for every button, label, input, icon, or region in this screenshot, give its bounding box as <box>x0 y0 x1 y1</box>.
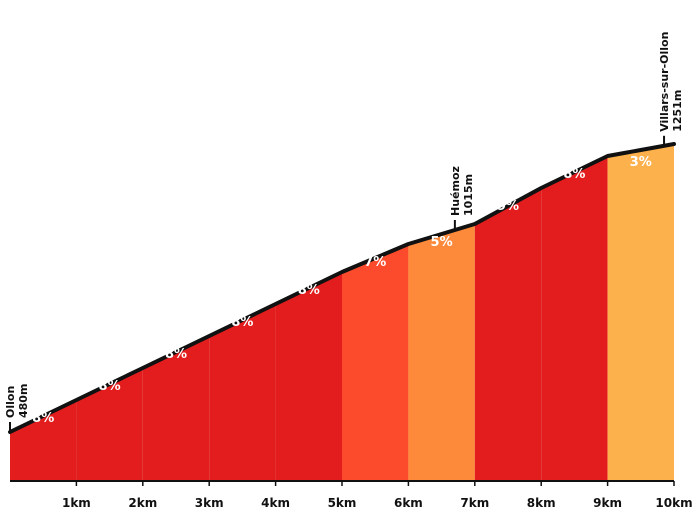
segment-fill-km-4 <box>209 304 276 481</box>
gradient-label-km-2: 8% <box>99 379 121 394</box>
x-tick-label-9: 9km <box>593 496 622 510</box>
gradient-label-km-10: 3% <box>630 155 652 170</box>
gradient-label-km-6: 7% <box>364 255 386 270</box>
gradient-label-km-3: 8% <box>165 347 187 362</box>
x-tick-label-8: 8km <box>527 496 556 510</box>
x-tick-label-10: 10km <box>655 496 692 510</box>
waypoint-markers: Ollon 480m Huémoz 1015m Villars-sur-Ollon 125… <box>4 32 684 432</box>
x-tick-label-5: 5km <box>328 496 357 510</box>
segment-fill-km-8 <box>474 188 542 481</box>
waypoint-label-3: Villars-sur-Ollon 1251m <box>658 32 684 132</box>
segment-fill-km-3 <box>142 336 210 481</box>
segment-fill-km-7 <box>408 224 475 481</box>
segment-fill-km-9 <box>541 156 608 481</box>
profile-line-group <box>8 142 676 434</box>
x-tick-label-1: 1km <box>62 496 91 510</box>
x-tick-label-2: 2km <box>128 496 157 510</box>
gradient-fills <box>10 144 674 481</box>
gradient-label-km-7: 5% <box>431 235 453 250</box>
segment-fill-km-2 <box>76 368 143 481</box>
waypoint-name: Villars-sur-Ollon <box>658 32 671 132</box>
waypoint-altitude: 480m <box>17 384 30 418</box>
gradient-label-km-5: 8% <box>298 283 320 298</box>
waypoint-name: Huémoz <box>449 166 462 216</box>
profile-line <box>8 142 676 434</box>
gradient-labels: 8% 8% 8% 8% 8% 7% 5% 9% 8% 3% <box>32 155 652 426</box>
x-tick-label-6: 6km <box>394 496 423 510</box>
waypoint-label-2: Huémoz 1015m <box>449 166 475 216</box>
gradient-label-km-1: 8% <box>32 411 54 426</box>
segment-fill-km-1 <box>10 400 77 481</box>
gradient-label-km-8: 9% <box>497 199 519 214</box>
segment-fill-km-5 <box>275 272 342 481</box>
gradient-label-km-9: 8% <box>563 167 585 182</box>
x-tick-label-7: 7km <box>460 496 489 510</box>
waypoint-name: Ollon <box>4 386 17 418</box>
segment-fill-km-6 <box>342 244 409 481</box>
segment-fill-km-10 <box>607 144 674 481</box>
waypoint-altitude: 1015m <box>462 174 475 216</box>
waypoint-label-1: Ollon 480m <box>4 384 30 418</box>
x-tick-label-4: 4km <box>261 496 290 510</box>
x-axis: 1km 2km 3km 4km 5km 6km 7km 8km 9km 10km <box>10 480 693 510</box>
gradient-label-km-4: 8% <box>231 315 253 330</box>
x-tick-label-3: 3km <box>195 496 224 510</box>
waypoint-altitude: 1251m <box>671 90 684 132</box>
